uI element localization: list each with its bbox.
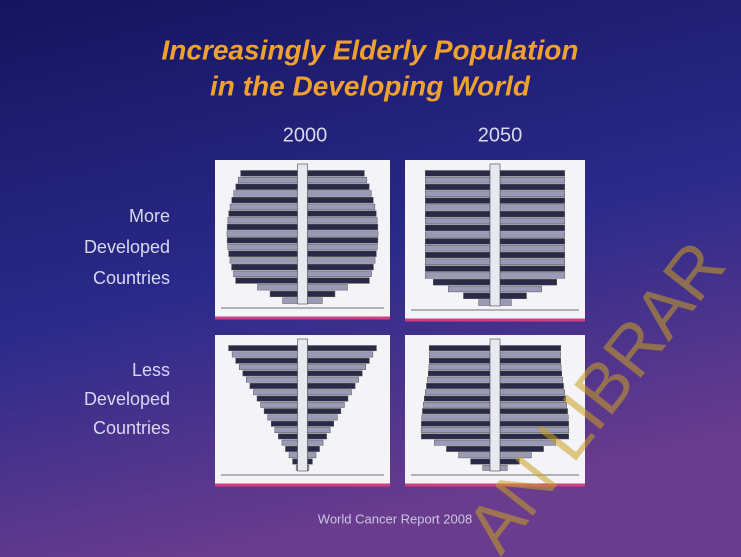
row-label: Countries [93,268,170,288]
age-column [489,338,501,472]
slide-title: in the Developing World [210,70,531,101]
row-label: Less [132,360,170,380]
row-label: Developed [84,237,170,257]
slide-title: Increasingly Elderly Population [162,34,579,65]
row-label: More [129,206,170,226]
column-header: 2000 [283,124,328,146]
row-label: Developed [84,389,170,409]
age-column [489,163,501,307]
age-column [297,163,308,305]
source-note: World Cancer Report 2008 [318,511,472,526]
column-header: 2050 [478,124,523,146]
row-label: Countries [93,418,170,438]
age-column [297,338,308,472]
